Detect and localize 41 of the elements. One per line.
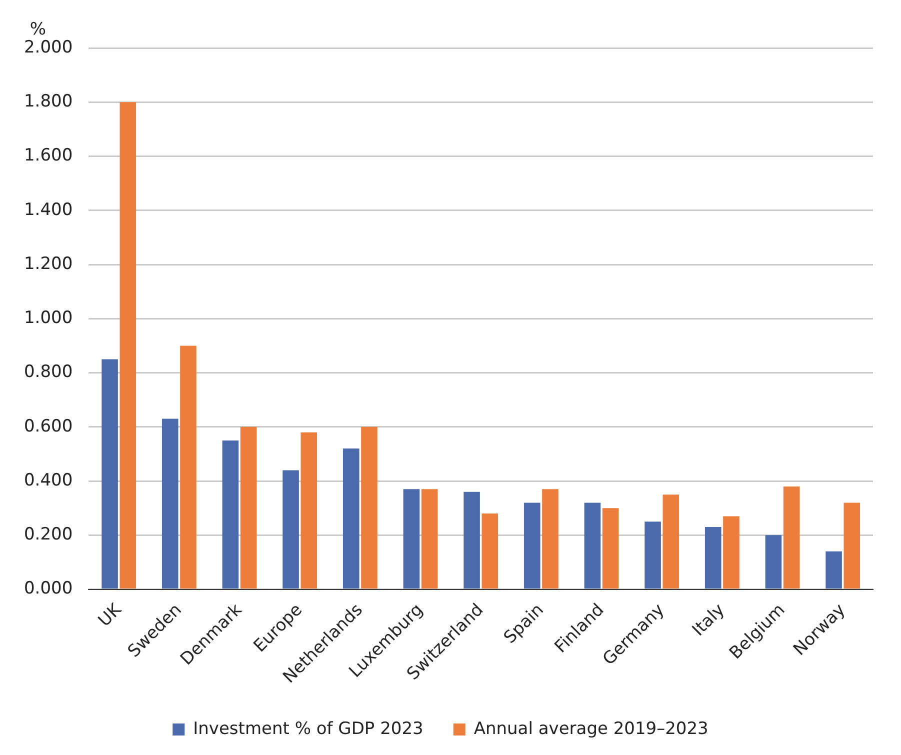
bar bbox=[844, 502, 860, 589]
legend-label: Investment % of GDP 2023 bbox=[193, 718, 424, 739]
y-tick-label: 1.600 bbox=[24, 146, 73, 166]
bar bbox=[222, 440, 239, 589]
y-tick-label: 0.000 bbox=[24, 578, 73, 599]
bar bbox=[403, 489, 420, 589]
bar bbox=[180, 346, 196, 589]
bar bbox=[282, 470, 299, 589]
y-tick-label: 1.000 bbox=[24, 308, 73, 328]
bar bbox=[102, 359, 118, 589]
bar bbox=[662, 494, 680, 589]
bar bbox=[342, 448, 360, 589]
legend-label: Annual average 2019–2023 bbox=[474, 718, 708, 739]
bar bbox=[584, 502, 601, 589]
bar bbox=[240, 426, 257, 589]
y-axis-title: % bbox=[30, 19, 46, 40]
y-tick-label: 1.800 bbox=[24, 92, 73, 112]
y-tick-label: 1.200 bbox=[24, 254, 73, 274]
bar bbox=[120, 102, 136, 589]
y-tick-label: 0.400 bbox=[24, 470, 73, 490]
bar bbox=[542, 489, 558, 589]
y-tick-label: 0.200 bbox=[24, 524, 73, 545]
bar bbox=[300, 432, 318, 589]
y-tick-label: 0.800 bbox=[24, 362, 73, 382]
bar bbox=[602, 508, 619, 589]
bar bbox=[162, 418, 178, 589]
y-tick-label: 0.600 bbox=[24, 416, 73, 436]
bar bbox=[765, 535, 782, 589]
bar bbox=[826, 551, 842, 589]
bar bbox=[421, 489, 438, 589]
y-tick-label: 2.000 bbox=[24, 37, 73, 58]
y-tick-label: 1.400 bbox=[24, 200, 73, 220]
bar bbox=[361, 426, 378, 589]
bar bbox=[723, 516, 740, 589]
bar bbox=[482, 514, 498, 589]
bar bbox=[464, 492, 480, 589]
bar bbox=[783, 486, 800, 589]
bar bbox=[524, 502, 540, 589]
x-tick-label: UK bbox=[94, 599, 126, 631]
bar bbox=[644, 522, 661, 589]
bar bbox=[704, 527, 722, 589]
